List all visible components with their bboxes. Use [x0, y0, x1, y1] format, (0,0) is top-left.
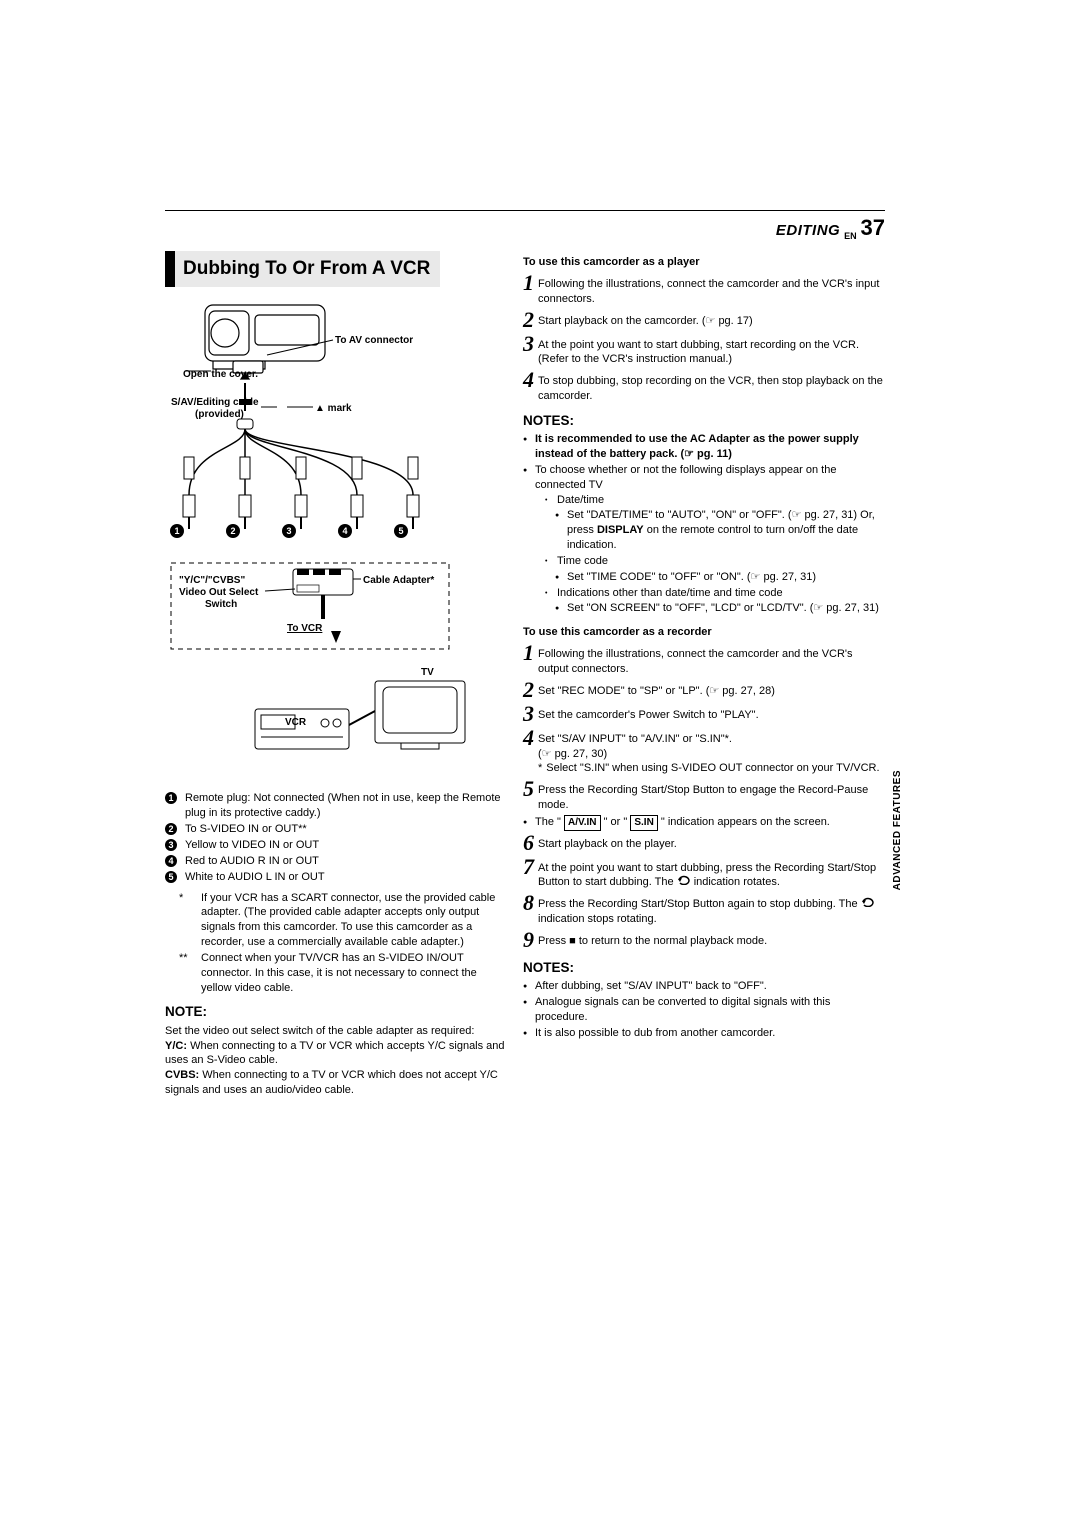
step-text: Start playback on the player. [538, 832, 677, 852]
rotate-icon [677, 875, 691, 885]
rotate-icon [861, 897, 875, 907]
step-text: Following the illustrations, connect the… [538, 642, 885, 677]
svg-text:S/AV/Editing cable: S/AV/Editing cable [171, 397, 259, 408]
section-title: Dubbing To Or From A VCR [165, 251, 505, 287]
step-text: Set the camcorder's Power Switch to "PLA… [538, 703, 759, 723]
right-column: To use this camcorder as a player 1Follo… [523, 251, 885, 1098]
note-lead: Set the video out select switch of the c… [165, 1024, 505, 1039]
svg-text:1: 1 [174, 526, 179, 536]
notes-heading: NOTES: [523, 412, 885, 430]
star-notes: *If your VCR has a SCART connector, use … [165, 891, 505, 996]
left-column: Dubbing To Or From A VCR To AV connector [165, 251, 505, 1098]
step-text: To stop dubbing, stop recording on the V… [538, 369, 885, 404]
svg-text:Cable Adapter*: Cable Adapter* [363, 575, 434, 586]
step-text: Press the Recording Start/Stop Button ag… [538, 892, 885, 927]
connection-diagram: To AV connector Open the cover. S/AV/Edi… [165, 299, 505, 779]
step5-note: The " A/V.IN " or " S.IN " indication ap… [523, 815, 885, 831]
svg-text:Video Out Select: Video Out Select [179, 587, 259, 598]
step-text: Press the Recording Start/Stop Button to… [538, 778, 885, 813]
step-text: Following the illustrations, connect the… [538, 272, 885, 307]
note-yc: Y/C: When connecting to a TV or VCR whic… [165, 1039, 505, 1069]
legend-item: Yellow to VIDEO IN or OUT [185, 838, 319, 853]
svg-text:VCR: VCR [285, 717, 307, 728]
page-number: 37 [861, 215, 885, 240]
legend-item: Red to AUDIO R IN or OUT [185, 854, 319, 869]
svg-text:Switch: Switch [205, 599, 237, 610]
section-label: EDITING [776, 222, 840, 239]
manual-page: EDITING EN 37 Dubbing To Or From A VCR [165, 210, 885, 1098]
step-text: At the point you want to start dubbing, … [538, 856, 885, 891]
plug-legend: 1Remote plug: Not connected (When not in… [165, 791, 505, 884]
legend-item: White to AUDIO L IN or OUT [185, 870, 325, 885]
svg-text:"Y/C"/"CVBS": "Y/C"/"CVBS" [179, 575, 245, 586]
legend-item: To S-VIDEO IN or OUT** [185, 822, 307, 837]
svg-text:To VCR: To VCR [287, 623, 323, 634]
svg-text:TV: TV [421, 667, 434, 678]
note-cvbs: CVBS: When connecting to a TV or VCR whi… [165, 1068, 505, 1098]
svg-text:5: 5 [398, 526, 403, 536]
lang-label: EN [844, 231, 857, 241]
header-rule [165, 210, 885, 211]
page-header: EDITING EN 37 [165, 215, 885, 241]
svg-text:To AV connector: To AV connector [335, 335, 413, 346]
step-text: Set "S/AV INPUT" to "A/V.IN" or "S.IN"*.… [538, 727, 880, 777]
svg-text:(provided): (provided) [195, 409, 244, 420]
step-text: Start playback on the camcorder. (☞ pg. … [538, 309, 753, 329]
svg-text:3: 3 [286, 526, 291, 536]
note-heading: NOTE: [165, 1003, 505, 1021]
notes2-list: After dubbing, set "S/AV INPUT" back to … [523, 979, 885, 1040]
recorder-heading: To use this camcorder as a recorder [523, 625, 885, 640]
legend-item: Remote plug: Not connected (When not in … [185, 791, 505, 821]
svg-text:▲ mark: ▲ mark [315, 403, 352, 414]
svg-text:2: 2 [230, 526, 235, 536]
notes1-list: It is recommended to use the AC Adapter … [523, 432, 885, 617]
step-text: Set "REC MODE" to "SP" or "LP". (☞ pg. 2… [538, 679, 775, 699]
step-text: Press ■ to return to the normal playback… [538, 929, 767, 949]
side-tab: ADVANCED FEATURES [892, 770, 903, 890]
svg-text:4: 4 [342, 526, 347, 536]
notes2-heading: NOTES: [523, 959, 885, 977]
step-text: At the point you want to start dubbing, … [538, 333, 885, 368]
player-heading: To use this camcorder as a player [523, 255, 885, 270]
